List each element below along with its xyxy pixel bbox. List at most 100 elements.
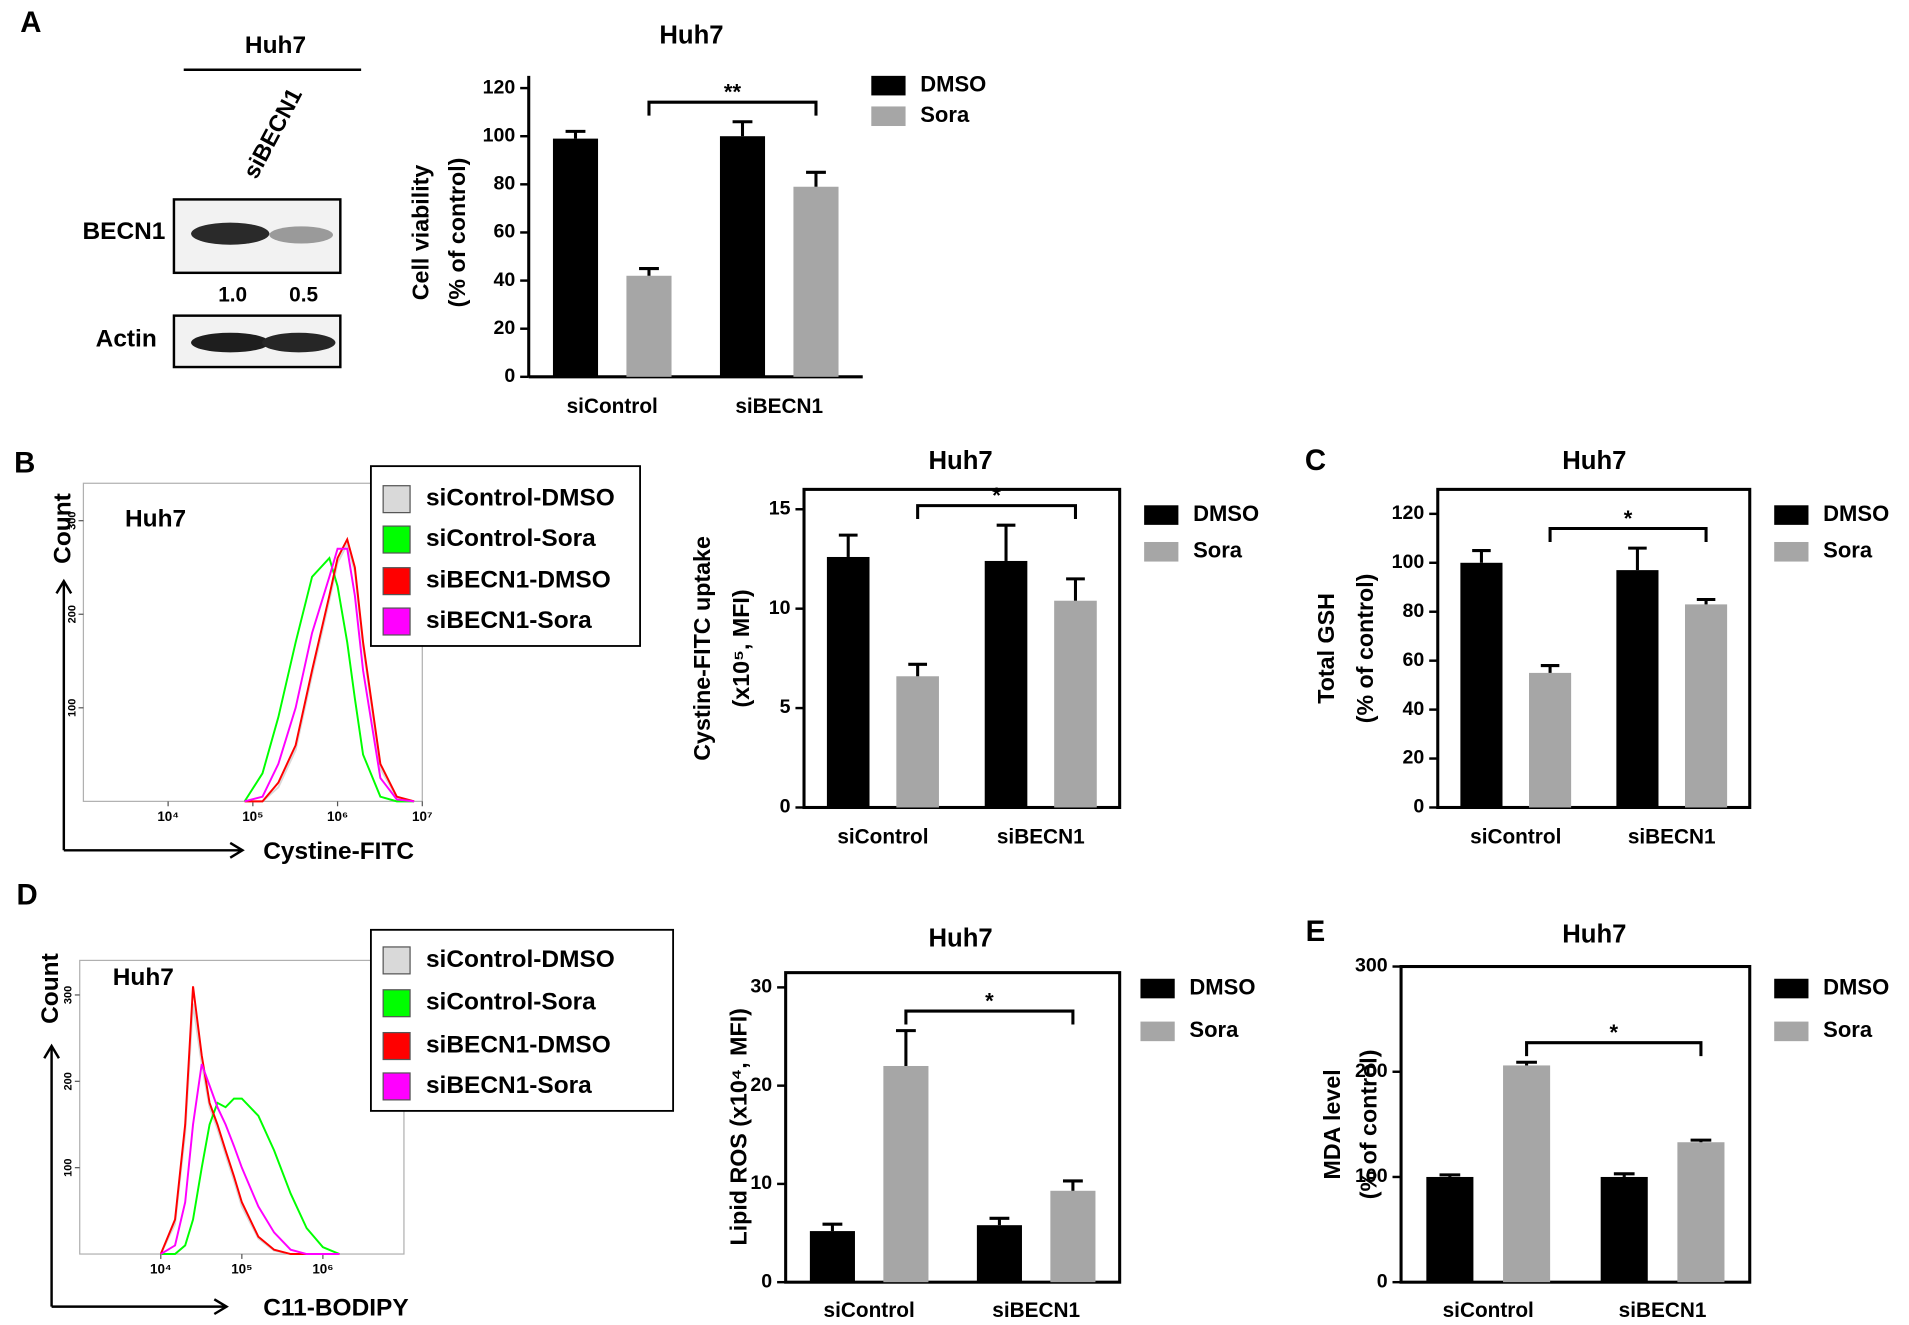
y-axis-label: (% of control) (1356, 1049, 1382, 1199)
histogram-curve (159, 986, 340, 1256)
legend-box (369, 465, 641, 647)
error-bar (639, 267, 659, 276)
x-tick-label: 10⁵ (231, 1261, 252, 1276)
error-bar (1472, 549, 1491, 563)
bar (1054, 600, 1097, 808)
x-tick-label: siControl (1470, 826, 1561, 849)
y-axis-label: (% of control) (1352, 574, 1378, 724)
legend-swatch (871, 75, 906, 96)
error-bar (1696, 597, 1716, 605)
y-tick-label: 0 (761, 1270, 772, 1292)
legend-label: siControl-DMSO (426, 485, 615, 512)
y-axis-label: Count (37, 953, 64, 1024)
y-arrow-head (43, 1043, 60, 1059)
blot-band (191, 222, 270, 245)
error-bar (838, 533, 858, 557)
x-tick-label: siBECN1 (1619, 1299, 1707, 1322)
legend-swatch (1774, 1021, 1809, 1042)
y-tick-label: 20 (750, 1074, 772, 1096)
panel-label: C (1305, 444, 1326, 477)
significance-bracket (916, 504, 1078, 520)
y-tick-label: 5 (780, 696, 791, 718)
y-axis-label: Count (49, 493, 76, 564)
panel-label: A (20, 6, 41, 39)
x-tick-label: siBECN1 (1628, 826, 1716, 849)
legend-box (369, 928, 675, 1112)
chart-title: Huh7 (929, 447, 993, 475)
legend-swatch (871, 106, 906, 127)
legend-label: siControl-Sora (426, 989, 596, 1016)
legend-label: DMSO (920, 71, 986, 96)
y-arrow-head (55, 578, 73, 595)
legend-swatch (1774, 541, 1809, 562)
legend-label: Sora (920, 102, 970, 127)
plot-frame (802, 487, 1122, 810)
plot-frame (1436, 487, 1752, 810)
x-tick-label: 10⁶ (327, 809, 348, 824)
legend-swatch (1774, 505, 1809, 525)
y-tick-label: 15 (769, 497, 791, 519)
legend-swatch (1140, 978, 1175, 999)
legend-label: siBECN1-Sora (426, 607, 592, 634)
significance-label: * (992, 483, 1001, 508)
bar (1529, 672, 1572, 808)
legend-swatch (382, 1072, 411, 1101)
legend-label: DMSO (1823, 501, 1889, 526)
legend-label: DMSO (1823, 974, 1889, 999)
x-tick-label: 10⁷ (412, 809, 433, 824)
bar (1685, 604, 1728, 808)
y-tick-label: 80 (494, 173, 516, 195)
legend-label: Sora (1189, 1017, 1239, 1042)
legend-swatch (1774, 978, 1809, 999)
error-bar (806, 170, 826, 187)
blot-quantification: 1.0 (218, 284, 247, 307)
y-tick-label: 60 (494, 221, 516, 243)
y-tick-label: 10 (750, 1172, 772, 1194)
legend-label: siControl-Sora (426, 525, 596, 552)
legend-label: siBECN1-Sora (426, 1072, 592, 1099)
error-bar (1516, 1060, 1537, 1066)
error-bar (895, 1029, 916, 1066)
chart-title: Huh7 (659, 21, 723, 49)
y-tick-label: 300 (63, 986, 75, 1004)
y-tick-label: 10 (769, 597, 791, 619)
bar (883, 1065, 929, 1283)
blot-row-label: Actin (96, 326, 157, 353)
y-axis-label: (% of control) (444, 158, 470, 308)
y-tick-label: 100 (63, 1158, 75, 1176)
chart-title: Huh7 (1562, 921, 1626, 949)
histogram-curve (244, 541, 415, 803)
y-tick-label: 100 (66, 699, 78, 717)
panel-label: E (1306, 915, 1326, 948)
error-bar (1613, 1172, 1635, 1177)
blot-header: Huh7 (245, 32, 306, 59)
legend-swatch (382, 525, 411, 554)
x-tick-label: siBECN1 (735, 395, 823, 418)
plot-frame (1399, 964, 1752, 1284)
legend-swatch (382, 1031, 411, 1061)
bar (552, 138, 599, 377)
y-tick-label: 20 (1403, 747, 1425, 769)
blot-quantification: 0.5 (289, 284, 318, 307)
x-arrow-head (213, 1298, 229, 1316)
y-tick-label: 0 (780, 796, 791, 818)
bar (1460, 562, 1503, 808)
bar (809, 1231, 855, 1283)
bar (1616, 570, 1659, 808)
chart-title: Huh7 (125, 505, 186, 532)
chart-title: Huh7 (1562, 447, 1626, 475)
y-tick-label: 200 (1355, 1060, 1388, 1082)
y-tick-label: 20 (494, 317, 516, 339)
y-axis-label: Lipid ROS (x10⁴, MFI) (726, 1008, 752, 1245)
x-tick-label: siControl (837, 826, 928, 849)
x-tick-label: 10⁶ (312, 1261, 333, 1276)
y-axis-label: (x10⁵, MFI) (728, 589, 754, 707)
error-bar (996, 523, 1016, 561)
x-arrow-head (229, 841, 245, 859)
legend-swatch (382, 567, 411, 596)
y-tick-label: 100 (483, 124, 516, 146)
significance-label: * (985, 988, 994, 1013)
error-bar (908, 662, 928, 677)
panel-label: B (14, 447, 35, 480)
